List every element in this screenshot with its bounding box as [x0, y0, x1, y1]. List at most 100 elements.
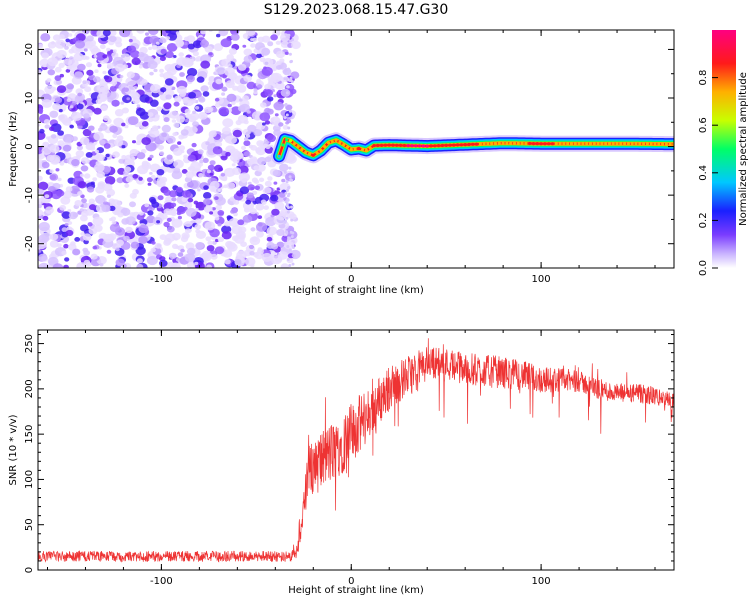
noise-blob: [124, 166, 132, 173]
noise-blob: [114, 227, 126, 236]
signal-point: [478, 142, 482, 146]
signal-point: [615, 142, 619, 146]
signal-point: [391, 143, 395, 147]
noise-blob: [39, 128, 45, 134]
noise-blob: [257, 215, 263, 220]
noise-blob: [150, 247, 156, 253]
noise-blob: [108, 30, 117, 37]
noise-blob: [99, 139, 106, 145]
noise-blob: [79, 137, 90, 145]
noise-blob: [176, 206, 186, 215]
noise-blob: [253, 165, 260, 171]
noise-blob: [214, 97, 220, 102]
snr-y-axis-label: SNR (10 * v/v): [8, 414, 19, 485]
noise-blob: [243, 120, 249, 125]
noise-blob: [214, 164, 223, 172]
noise-blob: [184, 221, 192, 228]
noise-blob: [228, 148, 240, 157]
signal-point: [562, 142, 566, 146]
noise-blob: [153, 68, 158, 73]
noise-blob: [64, 223, 69, 227]
noise-blob: [74, 237, 81, 242]
noise-blob: [72, 248, 81, 256]
noise-blob: [198, 112, 208, 120]
noise-blob: [41, 161, 50, 169]
signal-point: [528, 141, 532, 146]
noise-blob: [68, 211, 78, 220]
noise-blob: [186, 247, 196, 255]
noise-blob: [261, 252, 273, 262]
noise-blob: [59, 73, 64, 78]
noise-blob: [236, 84, 247, 93]
signal-point: [288, 139, 293, 143]
noise-blob: [38, 198, 45, 205]
noise-blob: [90, 181, 95, 185]
noise-blob: [284, 103, 288, 106]
noise-blob: [250, 145, 258, 151]
noise-blob: [208, 75, 216, 82]
noise-blob: [285, 154, 297, 164]
noise-blob: [197, 188, 201, 192]
noise-blob: [168, 190, 178, 198]
noise-blob: [148, 30, 159, 35]
signal-point: [657, 142, 661, 146]
noise-blob: [288, 248, 292, 252]
signal-point: [649, 142, 653, 146]
signal-point: [387, 143, 391, 147]
colorbar: 0.0 0.2 0.4 0.6 0.8 Normalized spectral ampl…: [698, 30, 749, 276]
noise-blob: [244, 137, 249, 141]
noise-blob: [150, 174, 156, 179]
noise-blob: [273, 181, 278, 185]
noise-blob: [262, 122, 266, 126]
noise-blob: [255, 203, 265, 211]
y-tick-label: 10: [24, 92, 35, 105]
signal-point: [569, 142, 574, 146]
noise-blob: [278, 122, 284, 127]
signal-point: [668, 142, 672, 146]
noise-blob: [165, 30, 172, 34]
noise-blob: [200, 60, 211, 69]
noise-blob: [285, 121, 289, 125]
noise-blob: [63, 190, 73, 199]
noise-blob: [192, 51, 199, 57]
noise-blob: [116, 239, 124, 247]
x-tick-label: 0: [348, 274, 354, 285]
noise-blob: [77, 191, 83, 196]
noise-blob: [290, 235, 294, 239]
noise-blob: [182, 96, 191, 104]
colorbar-tick-label: 0.4: [698, 165, 709, 181]
y-tick-label: 250: [24, 334, 35, 353]
signal-point: [482, 142, 486, 146]
noise-blob: [270, 194, 279, 202]
noise-blob: [147, 210, 154, 216]
noise-blob: [155, 41, 160, 45]
colorbar-ticks: 0.0 0.2 0.4 0.6 0.8: [698, 70, 718, 276]
noise-blob: [228, 218, 240, 227]
signal-point: [585, 142, 589, 146]
noise-blob: [175, 40, 185, 48]
noise-blob: [69, 124, 74, 129]
signal-point: [357, 146, 361, 151]
signal-point: [467, 142, 471, 147]
noise-blob: [194, 261, 199, 266]
noise-blob: [261, 47, 271, 56]
noise-blob: [171, 197, 177, 202]
noise-blob: [109, 125, 118, 133]
noise-blob: [69, 105, 74, 109]
noise-blob: [286, 258, 290, 261]
noise-blob: [282, 125, 289, 130]
noise-blob: [49, 110, 59, 119]
signal-point: [349, 147, 353, 152]
noise-blob: [159, 151, 165, 156]
noise-blob: [291, 253, 296, 258]
noise-blob: [237, 219, 245, 226]
noise-blob: [65, 69, 71, 73]
spectrogram-y-axis-label: Frequency (Hz): [8, 111, 19, 187]
noise-blob: [285, 91, 289, 95]
noise-blob: [266, 108, 274, 115]
noise-blob: [158, 132, 170, 141]
noise-blob: [221, 86, 228, 92]
noise-blob: [272, 169, 281, 177]
noise-blob: [56, 243, 62, 248]
noise-blob: [38, 43, 44, 49]
